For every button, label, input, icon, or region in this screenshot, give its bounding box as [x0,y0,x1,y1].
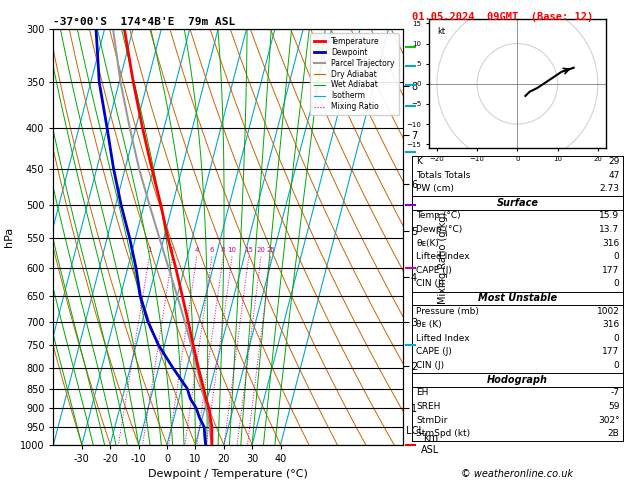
Text: 13.7: 13.7 [599,225,620,234]
Text: Mixing Ratio (g/kg): Mixing Ratio (g/kg) [438,211,448,304]
Text: 59: 59 [608,402,620,411]
Text: 316: 316 [603,320,620,330]
Text: Lifted Index: Lifted Index [416,252,470,261]
Text: 10: 10 [228,246,237,253]
Text: 177: 177 [603,347,620,357]
Text: θᴇ (K): θᴇ (K) [416,320,442,330]
X-axis label: Dewpoint / Temperature (°C): Dewpoint / Temperature (°C) [148,469,308,479]
Text: Totals Totals: Totals Totals [416,171,470,180]
Text: 0: 0 [614,361,620,370]
Text: 2.73: 2.73 [599,184,620,193]
Text: Surface: Surface [496,198,538,208]
Text: CIN (J): CIN (J) [416,279,445,289]
Text: Pressure (mb): Pressure (mb) [416,307,479,316]
Text: Temp (°C): Temp (°C) [416,211,461,221]
Text: Hodograph: Hodograph [487,375,548,385]
Text: 6: 6 [209,246,214,253]
Text: K: K [416,157,422,166]
Text: θᴇ(K): θᴇ(K) [416,239,439,248]
Text: 2B: 2B [608,429,620,438]
Text: 0: 0 [614,252,620,261]
Text: 0: 0 [614,279,620,289]
Text: 1002: 1002 [597,307,620,316]
Text: 8: 8 [221,246,225,253]
Text: CAPE (J): CAPE (J) [416,266,452,275]
Text: LCL: LCL [403,426,423,435]
Text: 316: 316 [603,239,620,248]
Text: 302°: 302° [598,416,620,425]
Text: 15: 15 [244,246,253,253]
Text: -37°00'S  174°4B'E  79m ASL: -37°00'S 174°4B'E 79m ASL [53,17,236,27]
Legend: Temperature, Dewpoint, Parcel Trajectory, Dry Adiabat, Wet Adiabat, Isotherm, Mi: Temperature, Dewpoint, Parcel Trajectory… [310,33,399,115]
Text: CIN (J): CIN (J) [416,361,445,370]
Text: 177: 177 [603,266,620,275]
Text: kt: kt [437,28,445,36]
Text: 4: 4 [194,246,199,253]
Text: 29: 29 [608,157,620,166]
Text: 25: 25 [266,246,275,253]
Text: 2: 2 [170,246,174,253]
Text: 47: 47 [608,171,620,180]
Text: StmDir: StmDir [416,416,448,425]
Text: © weatheronline.co.uk: © weatheronline.co.uk [461,469,574,479]
Text: 1: 1 [147,246,152,253]
Text: 01.05.2024  09GMT  (Base: 12): 01.05.2024 09GMT (Base: 12) [412,12,593,22]
Text: EH: EH [416,388,429,398]
Text: 20: 20 [257,246,265,253]
Text: km
ASL: km ASL [421,434,440,455]
Text: 0: 0 [614,334,620,343]
Y-axis label: hPa: hPa [4,227,14,247]
Text: Lifted Index: Lifted Index [416,334,470,343]
Text: PW (cm): PW (cm) [416,184,454,193]
Text: Dewp (°C): Dewp (°C) [416,225,463,234]
Text: -7: -7 [611,388,620,398]
Text: SREH: SREH [416,402,441,411]
Text: Most Unstable: Most Unstable [478,293,557,303]
Text: StmSpd (kt): StmSpd (kt) [416,429,470,438]
Text: CAPE (J): CAPE (J) [416,347,452,357]
Text: 15.9: 15.9 [599,211,620,221]
